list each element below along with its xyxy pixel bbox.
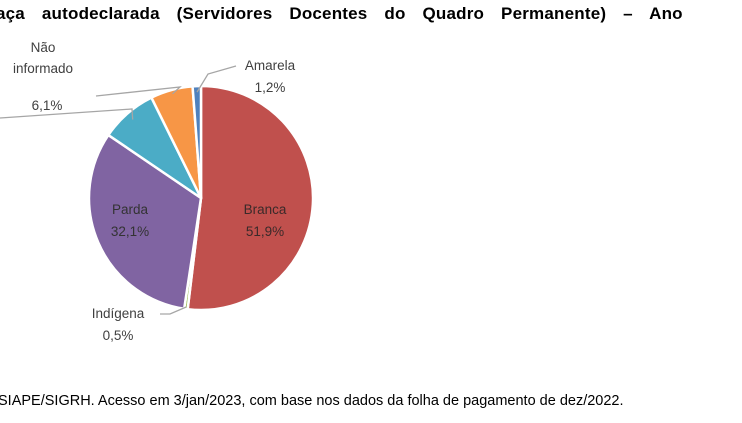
slice-value-nao-informado: 6,1%: [32, 98, 63, 113]
leader-line-amarela: [196, 65, 237, 93]
source-note: SIAPE/SIGRH. Acesso em 3/jan/2023, com b…: [0, 393, 624, 409]
leader-line-indigena: [160, 306, 187, 315]
pie-slice-branca: [186, 84, 315, 312]
pie-slices: [87, 84, 315, 312]
slice-label-nao-informado-line1: Não: [31, 40, 56, 55]
slice-label-indigena: Indígena: [92, 306, 145, 321]
leader-line-nao-informado: [95, 86, 182, 97]
chart-title: aça autodeclarada (Servidores Docentes d…: [0, 4, 683, 23]
slice-value-indigena: 0,5%: [103, 328, 134, 343]
slice-labels: Branca 51,9% Indígena 0,5% Parda 32,1% Não info…: [13, 40, 296, 343]
slice-value-amarela: 1,2%: [255, 80, 286, 95]
slice-label-amarela: Amarela: [245, 58, 296, 73]
slice-label-nao-informado-line2: informado: [13, 61, 73, 76]
slice-value-parda: 32,1%: [111, 224, 149, 239]
slice-value-branca: 51,9%: [246, 224, 284, 239]
slice-label-parda: Parda: [112, 202, 149, 217]
slice-label-branca: Branca: [244, 202, 287, 217]
pie-slice-parda: [87, 133, 203, 310]
leader-lines: [0, 65, 237, 315]
leader-line-series-3: [0, 108, 134, 120]
